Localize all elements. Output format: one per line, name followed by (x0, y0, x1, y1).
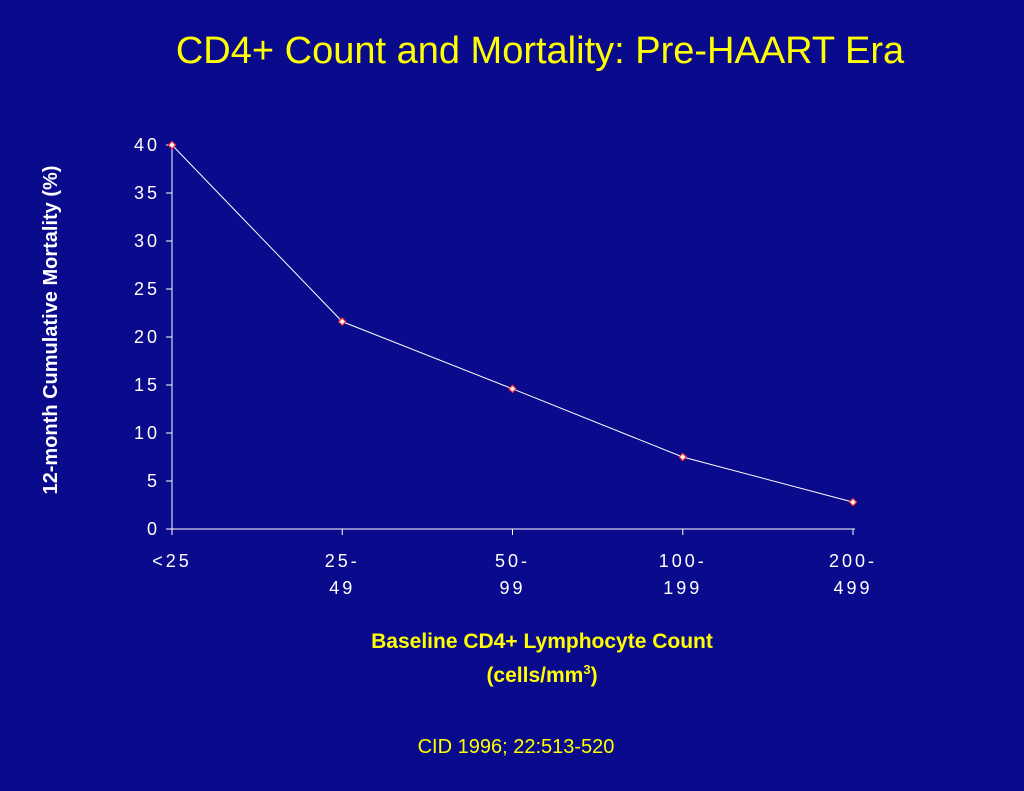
x-tick-label: 100- (659, 551, 707, 571)
data-point-marker (508, 384, 517, 394)
x-tick-label: <25 (152, 551, 192, 571)
y-tick-label: 20 (134, 327, 160, 347)
x-tick-label: 25- (325, 551, 360, 571)
x-tick-label: 199 (663, 578, 702, 598)
x-axis-label-superscript: 3 (583, 662, 591, 677)
data-point-marker (678, 452, 688, 462)
slide-title: CD4+ Count and Mortality: Pre-HAART Era (175, 30, 905, 72)
x-axis-label-unit: (cells/mm (486, 664, 584, 687)
x-tick-label: 99 (499, 578, 525, 598)
data-point-marker (337, 317, 347, 326)
y-tick-label: 30 (134, 231, 160, 251)
x-axis-label-close: ) (590, 664, 598, 687)
y-axis-label: 12-month Cumulative Mortality (%) (40, 165, 62, 495)
y-tick-label: 35 (134, 183, 160, 203)
series-line (171, 144, 854, 503)
x-tick-label: 499 (833, 578, 872, 598)
x-axis-label: Baseline CD4+ Lymphocyte Count (cells/mm… (282, 628, 802, 690)
y-tick-label: 25 (134, 279, 160, 299)
x-tick-label: 49 (329, 578, 355, 598)
x-tick-label: 200- (829, 551, 877, 571)
x-tick-label: 50- (495, 551, 530, 571)
y-tick-label: 15 (134, 375, 160, 395)
y-tick-label: 5 (147, 471, 160, 491)
y-tick-label: 10 (134, 423, 160, 443)
x-axis-label-line1: Baseline CD4+ Lymphocyte Count (371, 630, 713, 653)
data-point-marker (167, 140, 177, 150)
data-point-marker (848, 497, 858, 507)
y-tick-label: 40 (134, 135, 160, 155)
y-tick-label: 0 (147, 519, 160, 539)
source-citation: CID 1996; 22:513-520 (417, 736, 615, 758)
x-axis-label-line2: (cells/mm3) (282, 656, 802, 690)
